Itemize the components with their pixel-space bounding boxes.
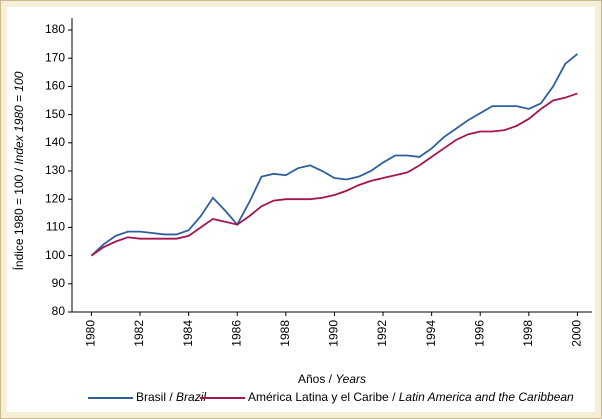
x-tick-label: 1992 (375, 320, 389, 347)
y-tick-label: 140 (45, 135, 65, 149)
y-tick-label: 110 (46, 220, 65, 234)
x-tick-label: 1988 (278, 320, 292, 347)
line-series (90, 53, 578, 257)
y-tick-label: 170 (45, 50, 65, 64)
x-tick-label: 1996 (472, 320, 486, 347)
y-tick-label: 120 (45, 191, 65, 205)
x-tick-label: 1990 (327, 320, 341, 347)
x-tick-label: 2000 (570, 320, 584, 347)
y-tick-label: 80 (52, 304, 66, 318)
y-axis-label: Índice 1980 = 100 / Index 1980 = 100 (11, 71, 26, 270)
legend-label: América Latina y el Caribe / Latin Ameri… (248, 390, 574, 404)
x-tick-label: 1986 (229, 320, 243, 347)
y-tick-label: 180 (45, 22, 65, 36)
panel (7, 7, 595, 412)
y-tick-label: 130 (45, 163, 65, 177)
x-tick-label: 1982 (132, 320, 146, 347)
x-tick-label: 1980 (84, 320, 98, 347)
line-series (90, 92, 578, 257)
x-tick-label: 1984 (181, 320, 195, 347)
y-tick-label: 160 (45, 79, 65, 93)
x-axis-label: Años / Years (298, 372, 366, 386)
x-tick-label: 1998 (521, 320, 535, 347)
x-tick-label: 1994 (424, 320, 438, 347)
y-tick-label: 90 (52, 276, 66, 290)
y-tick-label: 150 (45, 107, 65, 121)
legend-label: Brasil / Brazil (136, 390, 206, 404)
y-tick-label: 100 (45, 248, 65, 262)
